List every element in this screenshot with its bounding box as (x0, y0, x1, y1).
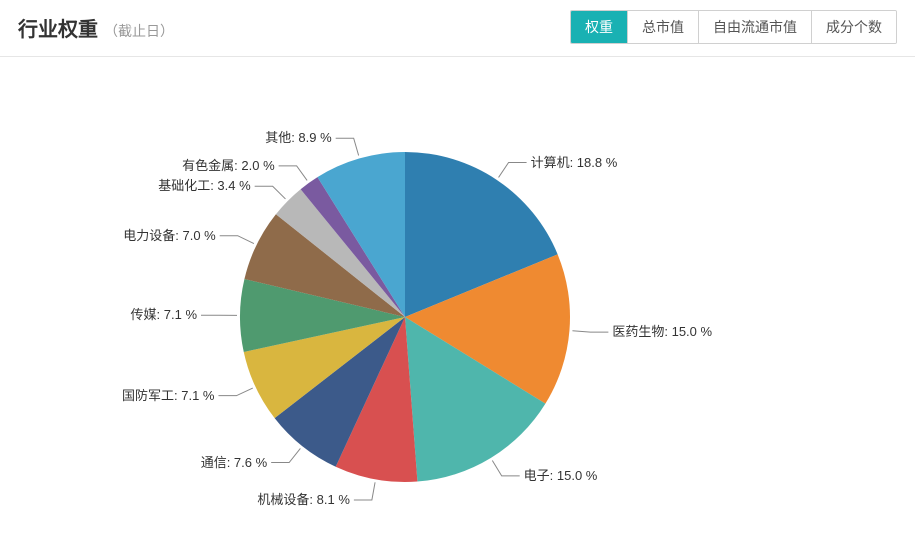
leader-line-1 (572, 331, 608, 332)
leader-line-0 (499, 163, 527, 178)
leader-line-3 (354, 482, 375, 500)
tab-2[interactable]: 自由流通市值 (698, 11, 811, 43)
leader-line-5 (218, 388, 252, 396)
slice-label-6: 传媒: 7.1 % (131, 307, 197, 323)
slice-label-2: 电子: 15.0 % (524, 468, 598, 484)
slice-label-1: 医药生物: 15.0 % (612, 324, 712, 340)
pie-chart: 计算机: 18.8 % 医药生物: 15.0 % 电子: 15.0 % 机械设备: 8… (0, 57, 915, 557)
leader-line-9 (279, 166, 307, 181)
page-subtitle: （截止日） (104, 21, 174, 41)
slice-label-7: 电力设备: 7.0 % (123, 228, 215, 244)
header: 行业权重 （截止日） 权重总市值自由流通市值成分个数 (0, 0, 915, 57)
leader-line-7 (220, 236, 254, 244)
tab-3[interactable]: 成分个数 (811, 11, 896, 43)
title-group: 行业权重 （截止日） (18, 13, 174, 42)
slice-label-0: 计算机: 18.8 % (531, 155, 618, 171)
slice-label-5: 国防军工: 7.1 % (122, 388, 214, 404)
leader-line-10 (336, 138, 359, 155)
slice-label-10: 其他: 8.9 % (265, 130, 331, 146)
page-title: 行业权重 (18, 13, 98, 42)
leader-line-8 (255, 186, 286, 199)
slice-label-3: 机械设备: 8.1 % (257, 492, 349, 508)
tab-0[interactable]: 权重 (571, 11, 627, 43)
slice-label-4: 通信: 7.6 % (201, 455, 267, 471)
slice-label-9: 有色金属: 2.0 % (182, 158, 274, 174)
metric-tabs: 权重总市值自由流通市值成分个数 (570, 10, 897, 44)
leader-line-2 (492, 461, 519, 476)
slice-label-8: 基础化工: 3.4 % (158, 178, 250, 194)
tab-1[interactable]: 总市值 (627, 11, 698, 43)
leader-line-4 (271, 448, 300, 462)
